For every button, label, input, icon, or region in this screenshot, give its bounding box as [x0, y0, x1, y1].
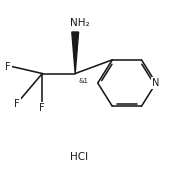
Text: NH₂: NH₂ [70, 18, 90, 28]
Text: HCl: HCl [70, 152, 88, 162]
Text: F: F [14, 99, 20, 109]
Text: F: F [5, 62, 11, 72]
Text: F: F [39, 103, 45, 113]
Text: N: N [152, 78, 160, 88]
Text: &1: &1 [79, 78, 89, 84]
Polygon shape [72, 32, 79, 74]
